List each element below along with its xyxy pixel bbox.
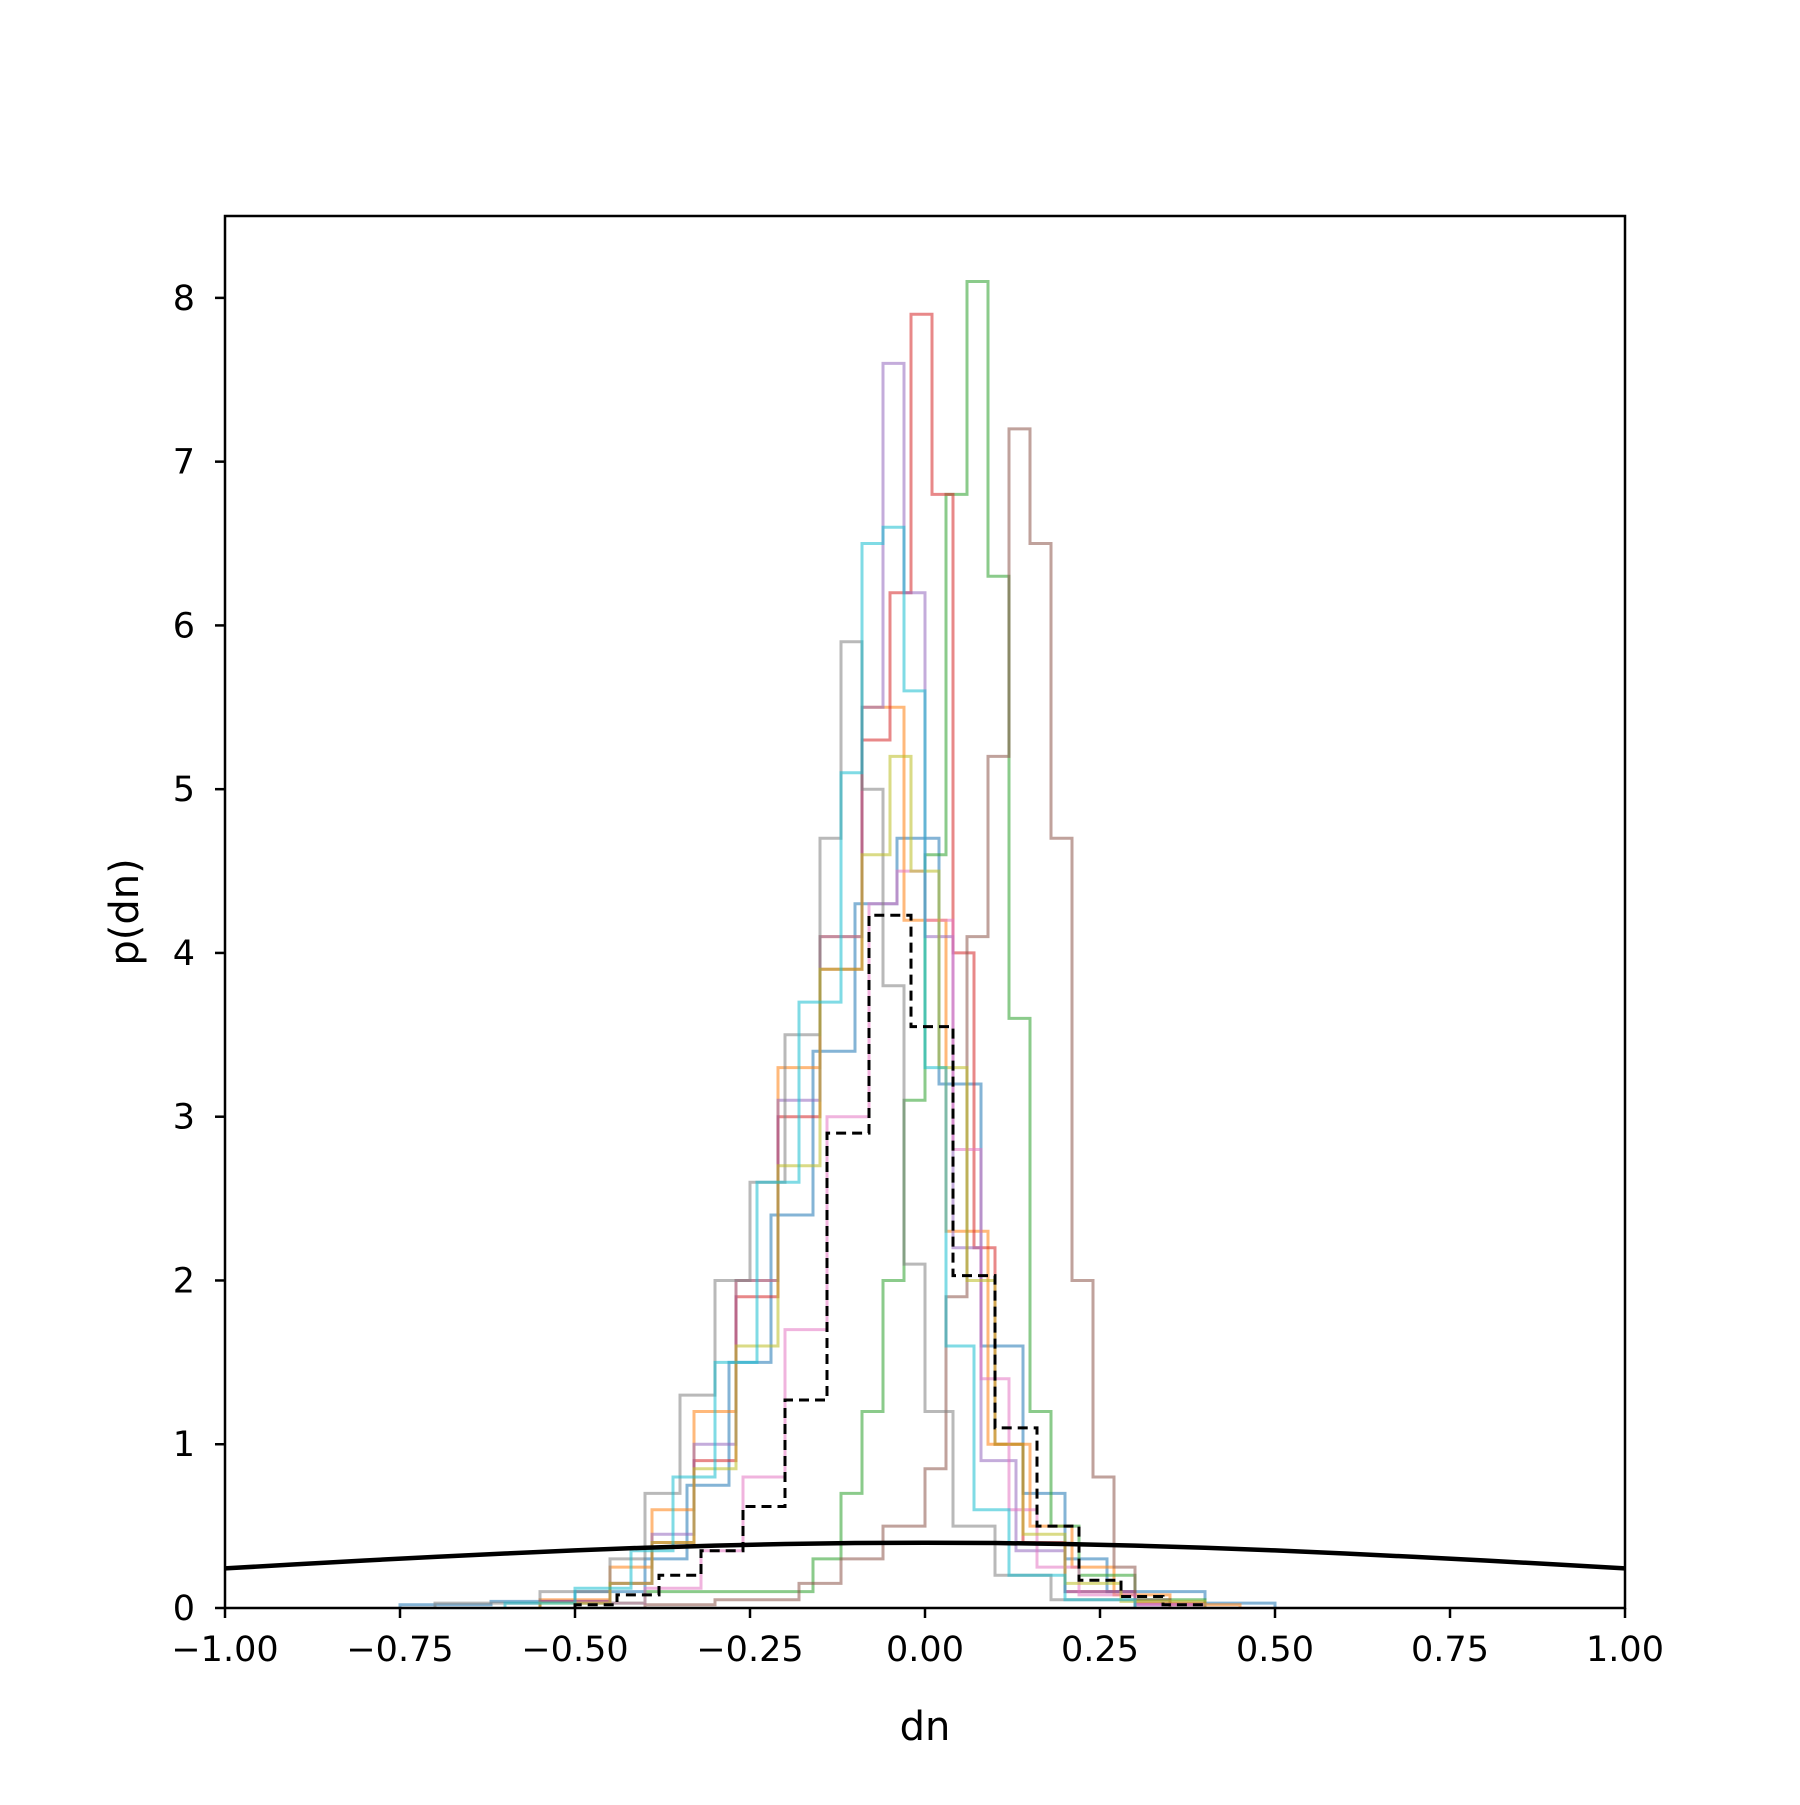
histogram-series-10 [503,525,1137,1608]
y-tick-label: 4 [173,934,195,974]
x-tick-label: −0.25 [696,1630,803,1670]
y-tick-label: 1 [173,1425,195,1465]
histogram-series-layer [398,280,1277,1608]
x-tick-label: 1.00 [1586,1630,1664,1670]
y-tick-label: 0 [173,1589,195,1629]
y-tick-label: 5 [173,770,195,810]
x-tick-label: 0.25 [1061,1630,1139,1670]
x-tick-label: −0.75 [346,1630,453,1670]
x-axis-label: dn [900,1704,951,1750]
histogram-series-3 [573,280,1207,1608]
x-tick-label: −1.00 [171,1630,278,1670]
x-tick-label: 0.50 [1236,1630,1314,1670]
reference-normal-curve [225,1540,1625,1571]
y-axis-label: p(dn) [102,858,148,965]
y-tick-label: 3 [173,1098,195,1138]
histogram-series-8 [433,640,1137,1608]
reference-curve-layer [225,1540,1625,1571]
y-tick-label: 8 [173,279,195,319]
x-axis: −1.00 −0.75 −0.50 −0.25 0.00 0.25 0.50 0.75 1.00 [171,1608,1664,1670]
y-axis: 0 1 2 3 4 5 6 7 8 [173,279,225,1629]
y-tick-label: 7 [173,443,195,483]
histogram-series-6 [643,427,1172,1608]
x-tick-label: 0.00 [886,1630,964,1670]
y-tick-label: 2 [173,1261,195,1301]
reference-histogram [573,913,1207,1608]
y-tick-label: 6 [173,606,195,646]
x-tick-label: 0.75 [1411,1630,1489,1670]
reference-histogram-layer [573,913,1207,1608]
x-tick-label: −0.50 [521,1630,628,1670]
